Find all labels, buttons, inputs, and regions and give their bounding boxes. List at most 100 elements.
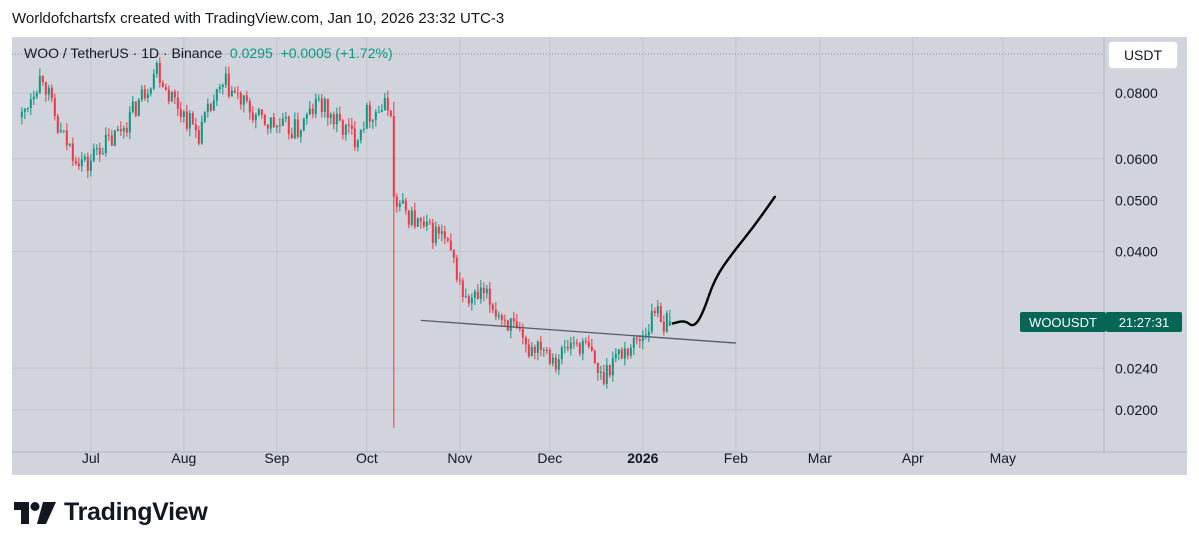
- candle-body: [269, 117, 272, 129]
- legend-symbol: WOO / TetherUS · 1D · Binance: [24, 45, 223, 61]
- candle-body: [635, 337, 638, 340]
- candle-body: [437, 226, 440, 234]
- candle-body: [392, 115, 395, 197]
- candle-body: [629, 347, 632, 356]
- candle: [365, 102, 368, 130]
- time-axis-label: Aug: [171, 450, 196, 466]
- candle-body: [248, 100, 251, 113]
- candle-body: [26, 107, 29, 109]
- candle: [23, 107, 26, 120]
- candle: [584, 337, 587, 345]
- candle-body: [179, 109, 182, 117]
- candle-body: [65, 130, 68, 146]
- candle-body: [29, 99, 32, 108]
- candle: [572, 336, 575, 349]
- candle-body: [125, 127, 128, 133]
- candle: [452, 248, 455, 264]
- price-axis-label: 0.0800: [1115, 85, 1158, 101]
- candle: [566, 339, 569, 352]
- candle-body: [491, 304, 494, 310]
- candle: [242, 95, 245, 113]
- price-axis-label: 0.0240: [1115, 360, 1158, 376]
- candle-body: [110, 135, 113, 146]
- candle-body: [77, 163, 80, 167]
- price-chart[interactable]: 0.0800 0.0600 0.0500 0.0400 0.0240 0.0200 Jul…: [12, 37, 1187, 475]
- candle: [581, 337, 584, 361]
- candle: [230, 85, 233, 97]
- candle: [512, 311, 515, 328]
- candle: [479, 280, 482, 304]
- price-tag-countdown-box: [1106, 312, 1182, 332]
- candle-body: [335, 113, 338, 125]
- candle: [278, 117, 281, 134]
- candle-body: [527, 344, 530, 357]
- price-axis-label: 0.0400: [1115, 244, 1158, 260]
- tradingview-wordmark: TradingView: [64, 498, 208, 526]
- candle-body: [161, 82, 164, 88]
- candle: [626, 347, 629, 360]
- candle-body: [374, 111, 377, 120]
- candle: [482, 282, 485, 302]
- currency-selector-button[interactable]: USDT: [1108, 41, 1178, 69]
- candle-body: [596, 362, 599, 374]
- candle-body: [314, 98, 317, 115]
- tradingview-logo[interactable]: TradingView: [14, 498, 208, 527]
- candle: [587, 335, 590, 349]
- candle: [248, 98, 251, 120]
- candle: [302, 117, 305, 132]
- candle: [182, 110, 185, 123]
- candle: [158, 57, 161, 88]
- candle-body: [323, 98, 326, 112]
- candle: [53, 93, 56, 121]
- candle: [125, 122, 128, 137]
- candle: [443, 225, 446, 245]
- candle-body: [650, 310, 653, 332]
- candle-body: [479, 287, 482, 300]
- candle: [161, 80, 164, 88]
- candle-body: [152, 73, 155, 89]
- candle: [107, 128, 110, 141]
- candle: [194, 117, 197, 139]
- candle-body: [545, 349, 548, 351]
- candle: [521, 323, 524, 345]
- candle-body: [539, 341, 542, 350]
- candle: [188, 110, 191, 137]
- candle-body: [362, 128, 365, 130]
- candle-body: [227, 73, 230, 97]
- candle-body: [530, 346, 533, 357]
- candle-body: [536, 341, 539, 353]
- candle-body: [218, 86, 221, 90]
- candle: [533, 344, 536, 360]
- candle-body: [329, 114, 332, 118]
- candle: [548, 347, 551, 366]
- candle-body: [332, 114, 335, 125]
- candle-body: [23, 108, 26, 112]
- candle: [665, 310, 668, 334]
- candle-body: [599, 371, 602, 374]
- candle: [143, 84, 146, 101]
- candle: [197, 125, 200, 146]
- candle: [647, 324, 650, 342]
- candle: [590, 338, 593, 352]
- candle-body: [566, 347, 569, 349]
- candle: [596, 362, 599, 381]
- candle-body: [197, 130, 200, 144]
- candle: [605, 358, 608, 389]
- chart-panel[interactable]: 0.0800 0.0600 0.0500 0.0400 0.0240 0.0200 Jul…: [12, 37, 1187, 475]
- drawings: [420, 195, 777, 344]
- candle: [68, 143, 71, 148]
- candle-body: [233, 90, 236, 93]
- candle-body: [608, 365, 611, 376]
- candle: [410, 206, 413, 227]
- candle-body: [275, 125, 278, 128]
- candle: [149, 87, 152, 97]
- candle-body: [587, 341, 590, 347]
- candle: [560, 345, 563, 365]
- candle-body: [254, 114, 257, 121]
- time-axis-label: Jul: [82, 450, 100, 466]
- candle: [593, 349, 596, 365]
- candle-body: [113, 130, 116, 146]
- candle: [38, 68, 41, 94]
- candle: [185, 104, 188, 132]
- price-tag-countdown: 21:27:31: [1119, 315, 1170, 330]
